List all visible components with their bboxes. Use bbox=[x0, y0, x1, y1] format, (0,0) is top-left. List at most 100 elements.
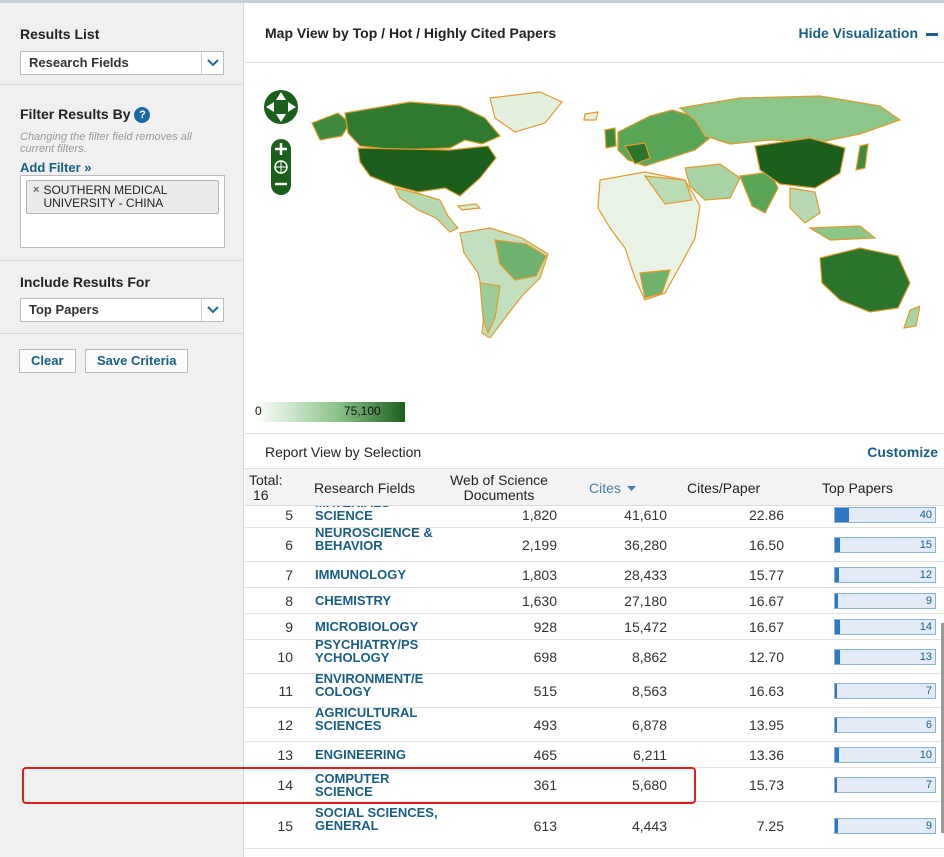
col-cites-label: Cites bbox=[589, 480, 621, 496]
chevron-down-icon[interactable] bbox=[201, 299, 223, 321]
research-field-link[interactable]: MICROBIOLOGY bbox=[315, 619, 419, 634]
top-papers-bar-fill bbox=[835, 508, 849, 522]
wos-documents-cell: 1,630 bbox=[521, 593, 557, 609]
cites-per-paper-cell: 16.63 bbox=[748, 683, 784, 699]
cites-per-paper-cell: 7.25 bbox=[756, 818, 784, 834]
top-papers-bar-fill bbox=[835, 568, 840, 582]
col-research-fields[interactable]: Research Fields bbox=[314, 480, 416, 496]
top-papers-bar[interactable]: 14 bbox=[834, 619, 936, 635]
include-heading: Include Results For bbox=[20, 274, 150, 290]
include-select[interactable]: Top Papers bbox=[20, 298, 224, 322]
filter-section: Filter Results By? Changing the filter f… bbox=[0, 85, 243, 261]
sort-desc-icon bbox=[626, 486, 636, 492]
cites-cell: 36,280 bbox=[624, 537, 667, 553]
research-field-link[interactable]: AGRICULTURAL SCIENCES bbox=[315, 704, 418, 733]
top-papers-bar[interactable]: 9 bbox=[834, 818, 936, 834]
table-row[interactable]: 15 SOCIAL SCIENCES, GENERAL 613 4,443 7.25 9 bbox=[245, 802, 944, 849]
col-top-papers[interactable]: Top Papers bbox=[822, 480, 893, 496]
help-icon[interactable]: ? bbox=[134, 107, 151, 124]
col-cites-per-paper[interactable]: Cites/Paper bbox=[687, 480, 761, 496]
research-field-link[interactable]: ENGINEERING bbox=[315, 747, 407, 762]
filter-chip-label: SOUTHERN MEDICAL UNIVERSITY - CHINA bbox=[43, 183, 168, 210]
results-list-heading: Results List bbox=[20, 26, 100, 42]
main-panel: Map View by Top / Hot / Highly Cited Pap… bbox=[245, 3, 944, 857]
top-papers-bar-fill bbox=[835, 778, 838, 792]
research-field-link[interactable]: NEUROSCIENCE & BEHAVIOR bbox=[315, 524, 433, 553]
research-field-link[interactable]: CHEMISTRY bbox=[315, 593, 392, 608]
include-selected: Top Papers bbox=[29, 302, 99, 317]
table-row[interactable]: 12 AGRICULTURAL SCIENCES 493 6,878 13.95 6 bbox=[245, 704, 944, 742]
col-cites[interactable]: Cites bbox=[589, 480, 636, 496]
research-field-link[interactable]: MATERIALS SCIENCE bbox=[315, 506, 390, 523]
rank-cell: 15 bbox=[277, 818, 293, 834]
world-map[interactable]: 0 75,100 bbox=[245, 63, 944, 434]
cites-per-paper-cell: 16.50 bbox=[748, 537, 784, 553]
cites-per-paper-cell: 16.67 bbox=[748, 619, 784, 635]
top-papers-bar[interactable]: 7 bbox=[834, 777, 936, 793]
table-row[interactable]: 14 COMPUTER SCIENCE 361 5,680 15.73 7 bbox=[245, 768, 944, 802]
table-row[interactable]: 6 NEUROSCIENCE & BEHAVIOR 2,199 36,280 16.50… bbox=[245, 524, 944, 562]
top-papers-bar[interactable]: 9 bbox=[834, 593, 936, 609]
highlight-box bbox=[22, 767, 696, 804]
cites-cell: 27,180 bbox=[624, 593, 667, 609]
table-row[interactable]: 9 MICROBIOLOGY 928 15,472 16.67 14 bbox=[245, 614, 944, 640]
add-filter-link[interactable]: Add Filter » bbox=[20, 160, 92, 175]
save-criteria-button[interactable]: Save Criteria bbox=[84, 349, 189, 373]
top-papers-value: 15 bbox=[919, 539, 932, 551]
clear-button[interactable]: Clear bbox=[19, 349, 76, 373]
results-list-select[interactable]: Research Fields bbox=[20, 51, 224, 75]
top-border bbox=[0, 0, 944, 3]
map-navigation-controls[interactable] bbox=[263, 81, 299, 196]
table-row[interactable]: 8 CHEMISTRY 1,630 27,180 16.67 9 bbox=[245, 588, 944, 614]
top-papers-bar[interactable]: 7 bbox=[834, 683, 936, 699]
wos-documents-cell: 2,199 bbox=[521, 537, 557, 553]
research-field-link[interactable]: IMMUNOLOGY bbox=[315, 567, 406, 582]
total-text: Total: bbox=[249, 472, 283, 488]
hide-visualization-link[interactable]: Hide Visualization bbox=[798, 25, 918, 41]
report-title: Report View by Selection bbox=[265, 444, 422, 460]
table-header: Total: 16 Research Fields Web of Science… bbox=[245, 468, 944, 506]
results-list-selected: Research Fields bbox=[29, 55, 129, 70]
cites-per-paper-cell: 15.77 bbox=[748, 567, 784, 583]
top-papers-bar[interactable]: 15 bbox=[834, 537, 936, 553]
total-count: 16 bbox=[253, 487, 269, 503]
table-row[interactable]: 5 MATERIALS SCIENCE 1,820 41,610 22.86 40 bbox=[245, 506, 944, 528]
top-papers-bar-fill bbox=[835, 620, 840, 634]
filter-list-box[interactable]: × SOUTHERN MEDICAL UNIVERSITY - CHINA bbox=[20, 175, 225, 248]
wos-documents-cell: 493 bbox=[533, 717, 557, 733]
research-field-link[interactable]: SOCIAL SCIENCES, GENERAL bbox=[315, 805, 438, 833]
include-section: Include Results For Top Papers bbox=[0, 261, 243, 334]
top-papers-bar-fill bbox=[835, 684, 838, 698]
top-papers-value: 12 bbox=[919, 569, 932, 581]
top-papers-value: 40 bbox=[919, 509, 932, 521]
table-row[interactable]: 13 ENGINEERING 465 6,211 13.36 10 bbox=[245, 742, 944, 768]
top-papers-bar[interactable]: 13 bbox=[834, 649, 936, 665]
top-papers-bar[interactable]: 40 bbox=[834, 507, 936, 523]
rank-cell: 13 bbox=[277, 747, 293, 763]
cites-cell: 28,433 bbox=[624, 567, 667, 583]
filter-note: Changing the filter field removes all cu… bbox=[20, 131, 192, 155]
legend-max: 75,100 bbox=[344, 404, 381, 418]
choropleth-map[interactable] bbox=[300, 88, 920, 338]
table-row[interactable]: 10 PSYCHIATRY/PS YCHOLOGY 698 8,862 12.70 13 bbox=[245, 636, 944, 674]
col-wos-documents[interactable]: Web of Science Documents bbox=[450, 472, 548, 503]
top-papers-value: 9 bbox=[925, 595, 932, 607]
scrollbar[interactable] bbox=[941, 623, 944, 833]
research-field-link[interactable]: PSYCHIATRY/PS YCHOLOGY bbox=[315, 636, 419, 665]
top-papers-bar[interactable]: 12 bbox=[834, 567, 936, 583]
top-papers-value: 14 bbox=[919, 621, 932, 633]
map-title: Map View by Top / Hot / Highly Cited Pap… bbox=[265, 25, 557, 41]
top-papers-bar[interactable]: 6 bbox=[834, 717, 936, 733]
research-field-link[interactable]: ENVIRONMENT/E COLOGY bbox=[315, 670, 424, 699]
research-field-link[interactable]: COMPUTER SCIENCE bbox=[315, 771, 390, 799]
wos-documents-cell: 613 bbox=[533, 818, 557, 834]
table-row[interactable]: 11 ENVIRONMENT/E COLOGY 515 8,563 16.63 7 bbox=[245, 670, 944, 708]
customize-link[interactable]: Customize bbox=[867, 444, 938, 460]
remove-filter-icon[interactable]: × bbox=[33, 184, 40, 196]
wos-documents-cell: 698 bbox=[533, 649, 557, 665]
collapse-icon[interactable] bbox=[926, 33, 938, 36]
table-row[interactable]: 7 IMMUNOLOGY 1,803 28,433 15.77 12 bbox=[245, 562, 944, 588]
wos-documents-cell: 928 bbox=[533, 619, 557, 635]
chevron-down-icon[interactable] bbox=[201, 52, 223, 74]
top-papers-bar[interactable]: 10 bbox=[834, 747, 936, 763]
